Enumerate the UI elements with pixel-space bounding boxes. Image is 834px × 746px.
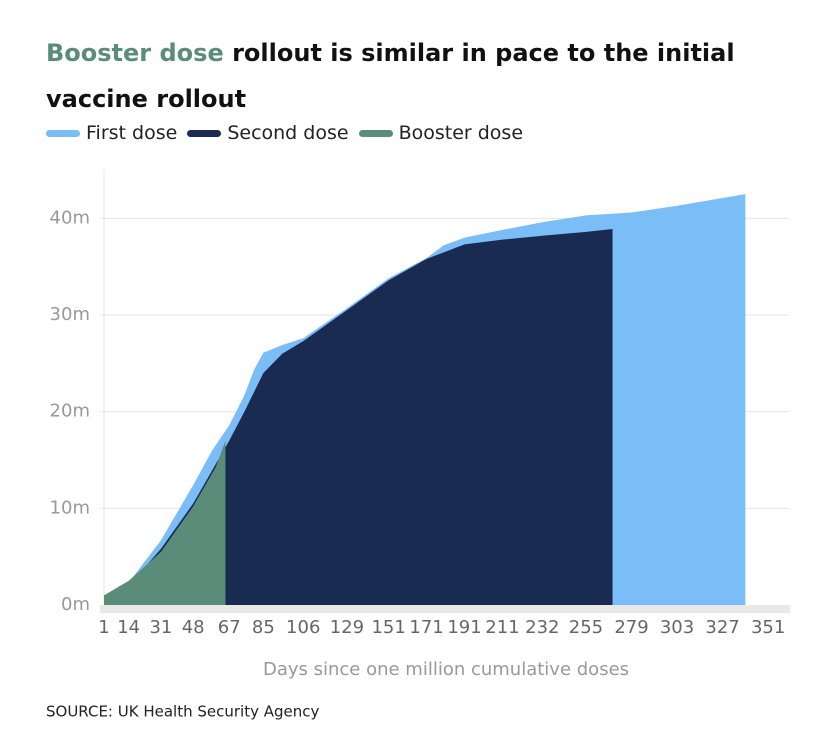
x-tick-label: 67	[218, 617, 241, 638]
title-text: rollout is similar in pace to the initia…	[46, 39, 735, 113]
legend-item: Booster dose	[358, 122, 524, 144]
legend: First dose Second dose Booster dose	[46, 122, 523, 144]
axis-band	[100, 605, 790, 613]
y-tick-label: 0m	[61, 594, 90, 615]
x-tick-label: 255	[569, 617, 603, 638]
x-tick-label: 191	[447, 617, 481, 638]
x-tick-label: 279	[614, 617, 648, 638]
legend-label: Booster dose	[398, 122, 524, 144]
area	[104, 228, 613, 605]
x-tick-label: 31	[149, 617, 172, 638]
y-tick-label: 20m	[50, 401, 90, 422]
x-tick-label: 129	[330, 617, 364, 638]
x-tick-label: 48	[182, 617, 205, 638]
source: SOURCE: UK Health Security Agency	[46, 703, 319, 721]
x-tick-label: 171	[409, 617, 443, 638]
legend-swatch	[187, 129, 222, 137]
x-tick-label: 14	[117, 617, 140, 638]
x-tick-label: 327	[705, 617, 739, 638]
y-tick-label: 10m	[50, 497, 90, 518]
legend-label: Second dose	[227, 122, 349, 144]
x-tick-label: 303	[660, 617, 694, 638]
legend-item: Second dose	[187, 122, 349, 144]
legend-swatch	[46, 129, 80, 137]
x-tick-label: 106	[286, 617, 320, 638]
x-tick-label: 151	[371, 617, 405, 638]
x-tick-label: 232	[525, 617, 559, 638]
x-tick-label: 1	[98, 617, 109, 638]
chart-title: Booster dose rollout is similar in pace …	[46, 30, 766, 122]
legend-label: First dose	[86, 122, 178, 144]
title-highlight: Booster dose	[46, 39, 224, 67]
area	[104, 440, 226, 605]
legend-item: First dose	[46, 122, 177, 144]
y-tick-label: 30m	[50, 304, 90, 325]
legend-swatch	[358, 129, 393, 137]
x-tick-label: 351	[751, 617, 785, 638]
y-tick-label: 40m	[50, 207, 90, 228]
x-tick-label: 211	[485, 617, 519, 638]
x-tick-label: 85	[252, 617, 275, 638]
x-axis-label: Days since one million cumulative doses	[263, 659, 629, 680]
